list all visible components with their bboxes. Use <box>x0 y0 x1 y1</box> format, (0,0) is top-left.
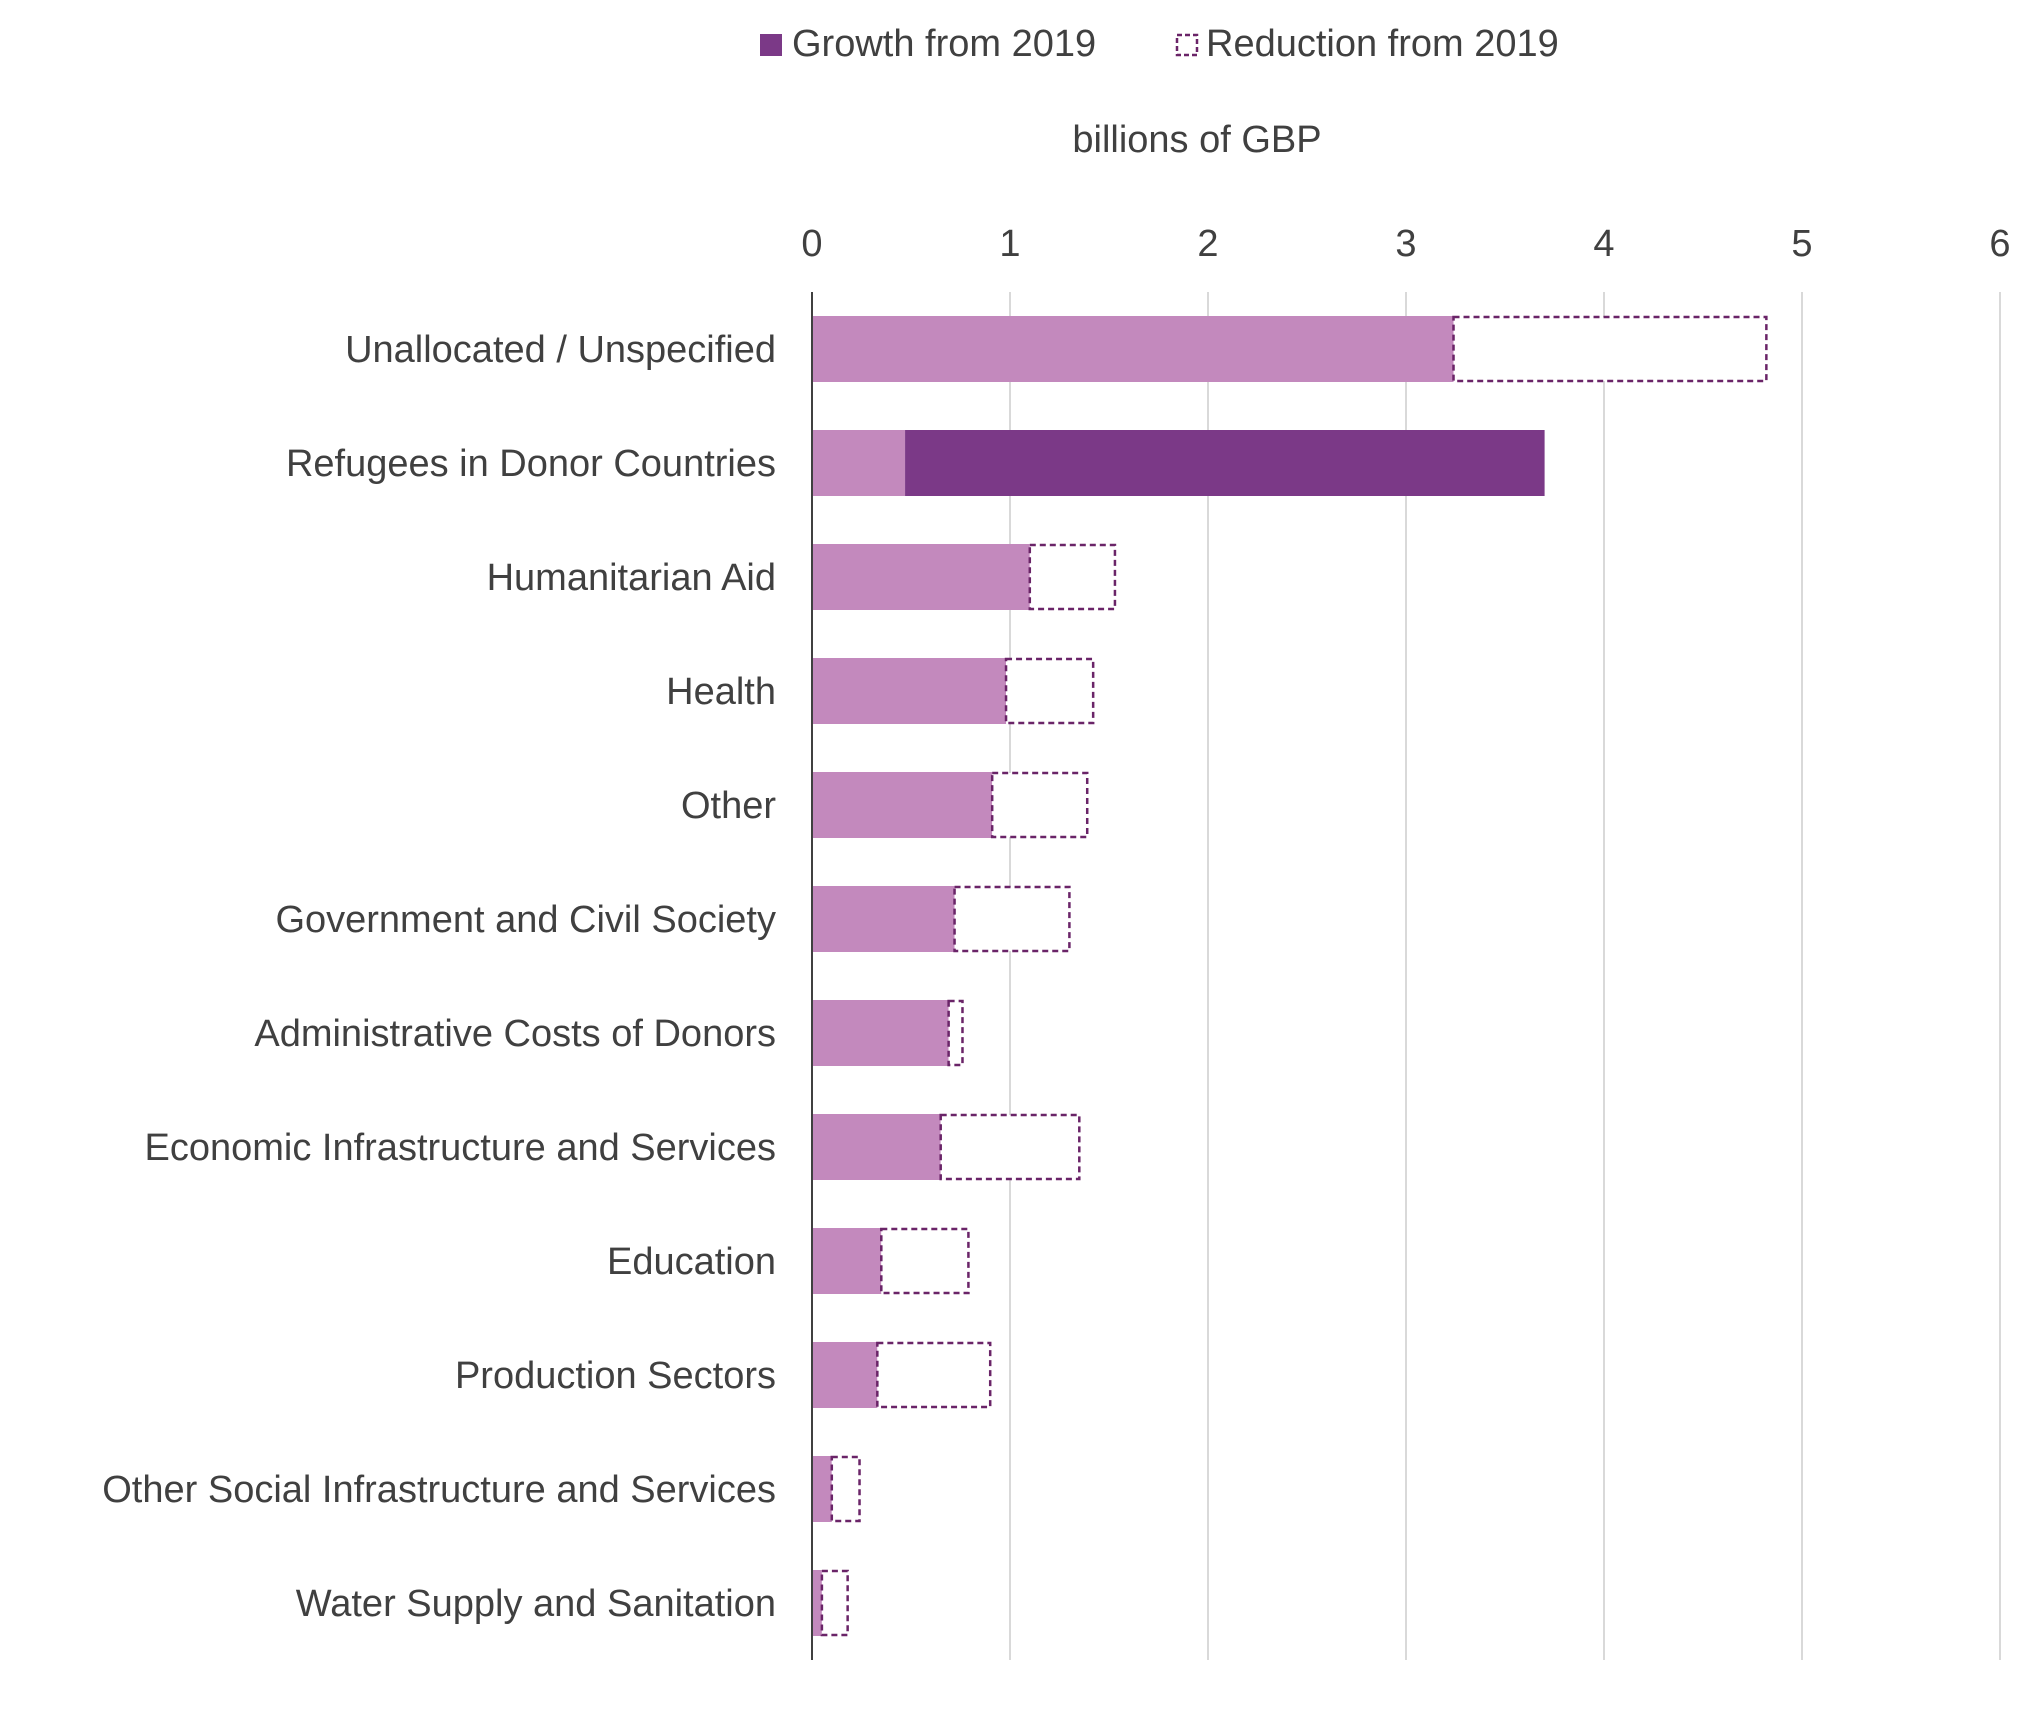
legend: Growth from 2019 Reduction from 2019 <box>760 23 1559 65</box>
bar-base <box>812 1228 882 1294</box>
bar-reduction <box>1452 315 1768 383</box>
bar-reduction <box>1004 657 1095 725</box>
bar-reduction <box>939 1113 1081 1181</box>
category-label: Education <box>607 1241 776 1283</box>
legend-swatch-reduction <box>1175 33 1199 57</box>
bar-base <box>812 544 1030 610</box>
gridlines <box>1009 292 2001 1660</box>
x-tick-label: 4 <box>1593 223 1614 265</box>
bar-reduction <box>990 771 1089 839</box>
x-tick-label: 3 <box>1395 223 1416 265</box>
category-labels: Unallocated / Unspecified Refugees in Don… <box>102 329 776 1625</box>
bar-base <box>812 1342 878 1408</box>
bar-base <box>812 1000 949 1066</box>
category-label: Water Supply and Sanitation <box>296 1583 776 1625</box>
category-label: Government and Civil Society <box>275 899 776 941</box>
bar-growth <box>905 430 1545 496</box>
category-label: Administrative Costs of Donors <box>254 1013 776 1055</box>
legend-swatch-growth <box>760 34 782 56</box>
category-label: Health <box>666 671 776 713</box>
bar-reduction <box>953 885 1071 953</box>
category-label: Economic Infrastructure and Services <box>145 1127 777 1169</box>
category-label: Production Sectors <box>455 1355 776 1397</box>
bar-base <box>812 430 906 496</box>
category-label: Refugees in Donor Countries <box>286 443 776 485</box>
bar-base <box>812 886 955 952</box>
bar-base <box>812 772 993 838</box>
bar-reduction <box>820 1569 849 1637</box>
bar-base <box>812 1570 822 1636</box>
category-label: Other Social Infrastructure and Services <box>102 1469 776 1511</box>
category-label: Other <box>681 785 776 827</box>
bar-base <box>812 1456 832 1522</box>
x-tick-label: 5 <box>1791 223 1812 265</box>
x-tick-label: 2 <box>1197 223 1218 265</box>
legend-label-growth: Growth from 2019 <box>792 23 1096 65</box>
x-tick-label: 1 <box>999 223 1020 265</box>
bar-reduction <box>830 1455 861 1523</box>
bar-base <box>812 658 1007 724</box>
x-tick-label: 6 <box>1989 223 2010 265</box>
category-label: Humanitarian Aid <box>487 557 776 599</box>
bar-reduction <box>947 999 964 1067</box>
bar-base <box>812 316 1454 382</box>
x-tick-labels: 0 1 2 3 4 5 6 <box>801 223 2010 265</box>
bar-reduction <box>876 1341 992 1409</box>
category-label: Unallocated / Unspecified <box>345 329 776 371</box>
bar-reduction <box>880 1227 970 1295</box>
x-axis-title: billions of GBP <box>1072 119 1321 161</box>
bars <box>812 315 1768 1637</box>
legend-label-reduction: Reduction from 2019 <box>1206 23 1559 65</box>
bar-reduction <box>1028 543 1117 611</box>
x-tick-label: 0 <box>801 223 822 265</box>
bar-base <box>812 1114 941 1180</box>
